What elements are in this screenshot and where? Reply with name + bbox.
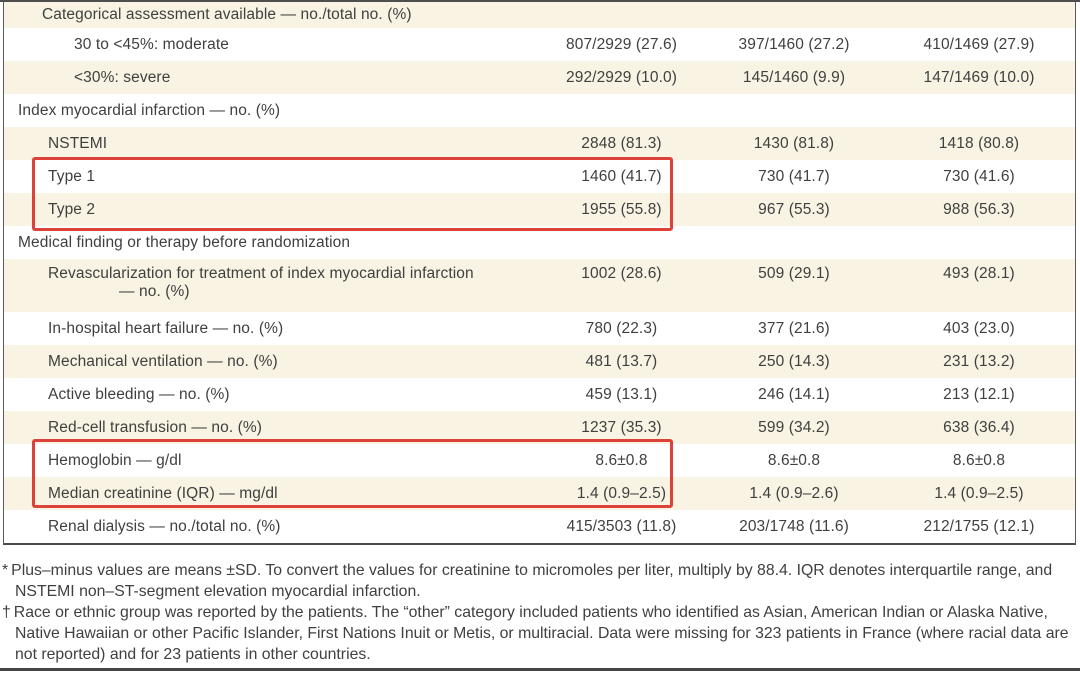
row-value: 988 (56.3) <box>943 200 1015 218</box>
row-value: 459 (13.1) <box>585 385 658 403</box>
row-value: 509 (29.1) <box>758 265 830 282</box>
row-value: 1430 (81.8) <box>753 134 835 152</box>
table-row: Mechanical ventilation — no. (%) 481 (13… <box>4 345 1075 378</box>
table-row: Renal dialysis — no./total no. (%) 415/3… <box>4 510 1075 543</box>
table-row: Categorical assessment available — no./t… <box>4 2 1075 28</box>
table-row: In-hospital heart failure — no. (%) 780 … <box>4 312 1075 345</box>
row-value: 1418 (80.8) <box>938 134 1020 152</box>
table-row: Type 1 1460 (41.7) 730 (41.7) 730 (41.6) <box>4 160 1075 193</box>
table-row: Hemoglobin — g/dl 8.6±0.8 8.6±0.8 8.6±0.… <box>4 444 1075 477</box>
footnote-marker: † <box>2 604 11 621</box>
row-value: 8.6±0.8 <box>767 451 821 469</box>
row-value: 599 (34.2) <box>758 418 830 436</box>
row-label-line1: Revascularization for treatment of index… <box>48 265 474 282</box>
row-value: 213 (12.1) <box>943 385 1015 403</box>
row-value: 246 (14.1) <box>758 385 830 403</box>
row-label: Type 2 <box>48 200 96 218</box>
row-label: 30 to <45%: moderate <box>74 35 229 53</box>
row-value: 8.6±0.8 <box>595 451 648 469</box>
row-value: 8.6±0.8 <box>952 451 1006 469</box>
row-label: Active bleeding — no. (%) <box>48 385 230 403</box>
row-value: 203/1748 (11.6) <box>739 517 849 535</box>
footnote: † Race or ethnic group was reported by th… <box>2 602 1076 665</box>
row-label: Type 1 <box>48 167 96 185</box>
row-value: 493 (28.1) <box>943 265 1015 282</box>
row-value: 250 (14.3) <box>758 352 830 370</box>
row-value: 410/1469 (27.9) <box>923 35 1035 53</box>
footnote-text: Race or ethnic group was reported by the… <box>13 604 1069 663</box>
baseline-characteristics-table: Categorical assessment available — no./t… <box>3 2 1076 545</box>
row-value: 1237 (35.3) <box>581 418 662 436</box>
row-value: 1.4 (0.9–2.6) <box>749 484 839 502</box>
table-row: Revascularization for treatment of index… <box>4 259 1075 312</box>
row-label: <30%: severe <box>74 68 171 86</box>
table-row: 30 to <45%: moderate 807/2929 (27.6) 397… <box>4 28 1075 61</box>
row-label: Revascularization for treatment of index… <box>4 265 539 301</box>
row-label: Hemoglobin — g/dl <box>48 451 182 469</box>
table-row: Active bleeding — no. (%) 459 (13.1) 246… <box>4 378 1075 411</box>
row-value: 292/2929 (10.0) <box>566 68 677 86</box>
row-value: 1.4 (0.9–2.5) <box>576 484 667 502</box>
row-value: 1002 (28.6) <box>581 265 662 282</box>
row-value: 2848 (81.3) <box>581 134 662 152</box>
table-row: Red-cell transfusion — no. (%) 1237 (35.… <box>4 411 1075 444</box>
row-value: 397/1460 (27.2) <box>738 35 850 53</box>
row-value: 212/1755 (12.1) <box>923 517 1035 535</box>
row-label: NSTEMI <box>48 134 108 152</box>
table-row: Index myocardial infarction — no. (%) <box>4 94 1075 127</box>
table-row: <30%: severe 292/2929 (10.0) 145/1460 (9… <box>4 61 1075 94</box>
row-value: 403 (23.0) <box>943 319 1015 337</box>
row-value: 415/3503 (11.8) <box>566 517 677 535</box>
row-label-line2: — no. (%) <box>119 283 190 300</box>
row-value: 1955 (55.8) <box>581 200 662 218</box>
row-label: Renal dialysis — no./total no. (%) <box>48 517 281 535</box>
row-value: 730 (41.6) <box>943 167 1015 185</box>
row-label: Median creatinine (IQR) — mg/dl <box>48 484 278 502</box>
row-value: 638 (36.4) <box>943 418 1015 436</box>
table-footnotes: * Plus–minus values are means ±SD. To con… <box>2 560 1076 665</box>
row-value: 377 (21.6) <box>758 319 830 337</box>
row-value: 780 (22.3) <box>585 319 658 337</box>
row-label: Medical finding or therapy before random… <box>18 233 351 251</box>
table-row: Medical finding or therapy before random… <box>4 226 1075 259</box>
table-row: NSTEMI 2848 (81.3) 1430 (81.8) 1418 (80.… <box>4 127 1075 160</box>
row-value: 481 (13.7) <box>585 352 658 370</box>
row-value: 967 (55.3) <box>758 200 830 218</box>
row-value: 231 (13.2) <box>943 352 1015 370</box>
row-value: 145/1460 (9.9) <box>742 68 846 86</box>
row-label: Red-cell transfusion — no. (%) <box>48 418 263 436</box>
row-value: 1.4 (0.9–2.5) <box>934 484 1024 502</box>
footnote-marker: * <box>2 562 9 579</box>
row-label: Categorical assessment available — no./t… <box>42 6 412 23</box>
row-value: 730 (41.7) <box>758 167 830 185</box>
row-label: In-hospital heart failure — no. (%) <box>48 319 284 337</box>
table-row: Type 2 1955 (55.8) 967 (55.3) 988 (56.3) <box>4 193 1075 226</box>
row-label: Mechanical ventilation — no. (%) <box>48 352 278 370</box>
footnote: * Plus–minus values are means ±SD. To con… <box>2 560 1076 602</box>
footnote-text: Plus–minus values are means ±SD. To conv… <box>11 562 1053 600</box>
row-label: Index myocardial infarction — no. (%) <box>18 101 281 119</box>
page-bottom-divider <box>0 668 1080 671</box>
row-value: 147/1469 (10.0) <box>923 68 1035 86</box>
row-value: 807/2929 (27.6) <box>566 35 677 53</box>
table-top-divider <box>0 0 1080 2</box>
row-value: 1460 (41.7) <box>581 167 662 185</box>
table-row: Median creatinine (IQR) — mg/dl 1.4 (0.9… <box>4 477 1075 510</box>
